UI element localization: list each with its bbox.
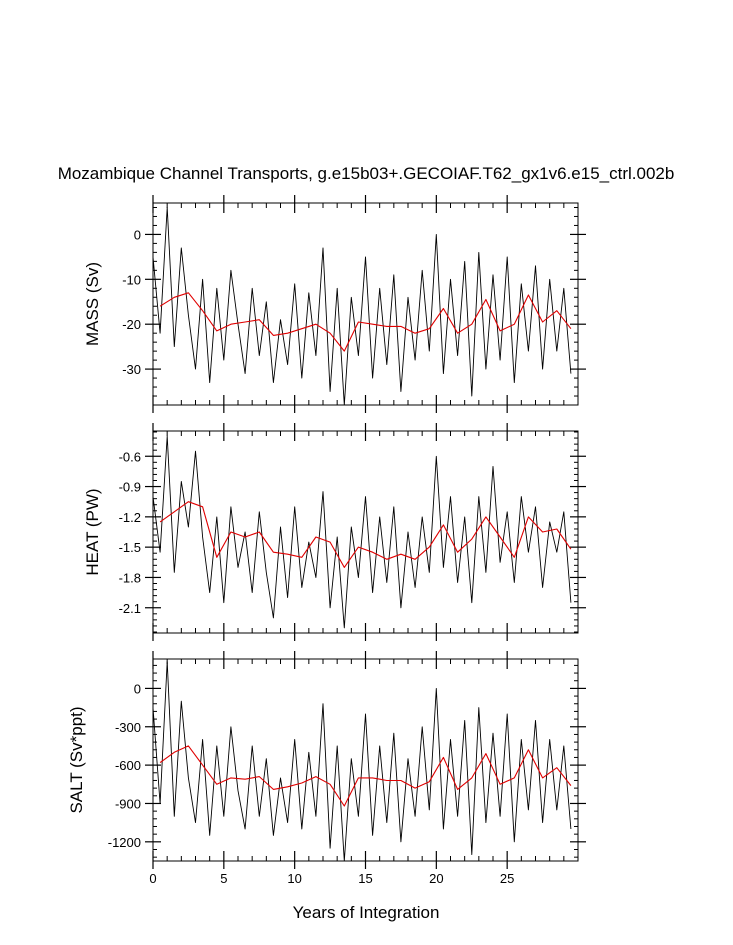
heat-y-tick-label: -0.9 <box>119 480 141 495</box>
salt-annual-series-line <box>159 745 572 807</box>
chart-title: Mozambique Channel Transports, g.e15b03+… <box>58 164 675 183</box>
salt-y-tick-label: -300 <box>115 720 141 735</box>
salt-x-tick-label: 20 <box>429 871 443 886</box>
heat-monthly-series-line <box>152 435 572 629</box>
mass-y-tick-label: 0 <box>134 227 141 242</box>
heat-annual-series-line <box>159 501 572 568</box>
heat-y-tick-label: -1.8 <box>119 570 141 585</box>
salt-x-tick-label: 15 <box>358 871 372 886</box>
heat-y-axis-label: HEAT (PW) <box>83 488 102 575</box>
salt-x-tick-label: 10 <box>287 871 301 886</box>
mass-monthly-series-line <box>152 207 572 406</box>
mass-y-tick-label: -10 <box>122 272 141 287</box>
heat-y-tick-label: -1.5 <box>119 540 141 555</box>
salt-x-tick-label: 0 <box>149 871 156 886</box>
salt-monthly-series-line <box>152 661 572 862</box>
mass-annual-series-line <box>159 292 572 352</box>
heat-y-tick-label: -2.1 <box>119 601 141 616</box>
salt-y-axis-label: SALT (Sv*ppt) <box>67 706 86 813</box>
salt-x-tick-label: 25 <box>500 871 514 886</box>
mass-y-tick-label: -30 <box>122 362 141 377</box>
salt-y-tick-label: -900 <box>115 796 141 811</box>
x-axis-label: Years of Integration <box>293 903 440 922</box>
salt-x-tick-label: 5 <box>220 871 227 886</box>
mass-panel: 0 -10 -20 -30 MASS (Sv) <box>83 195 586 413</box>
heat-panel: -0.6 -0.9 -1.2 -1.5 -1.8 -2.1 HEAT (PW) <box>83 423 586 641</box>
mass-y-tick-label: -20 <box>122 317 141 332</box>
salt-y-tick-label: 0 <box>134 681 141 696</box>
salt-panel: 0 5 10 15 20 25 0 -300 -600 -900 -1200 SALT (Sv*ppt… <box>67 651 586 886</box>
salt-y-tick-label: -600 <box>115 758 141 773</box>
heat-y-tick-label: -0.6 <box>119 449 141 464</box>
mass-y-axis-label: MASS (Sv) <box>83 262 102 346</box>
salt-plot-frame <box>152 658 579 862</box>
heat-plot-frame <box>152 430 579 634</box>
heat-y-tick-label: -1.2 <box>119 510 141 525</box>
salt-y-tick-label: -1200 <box>108 835 141 850</box>
